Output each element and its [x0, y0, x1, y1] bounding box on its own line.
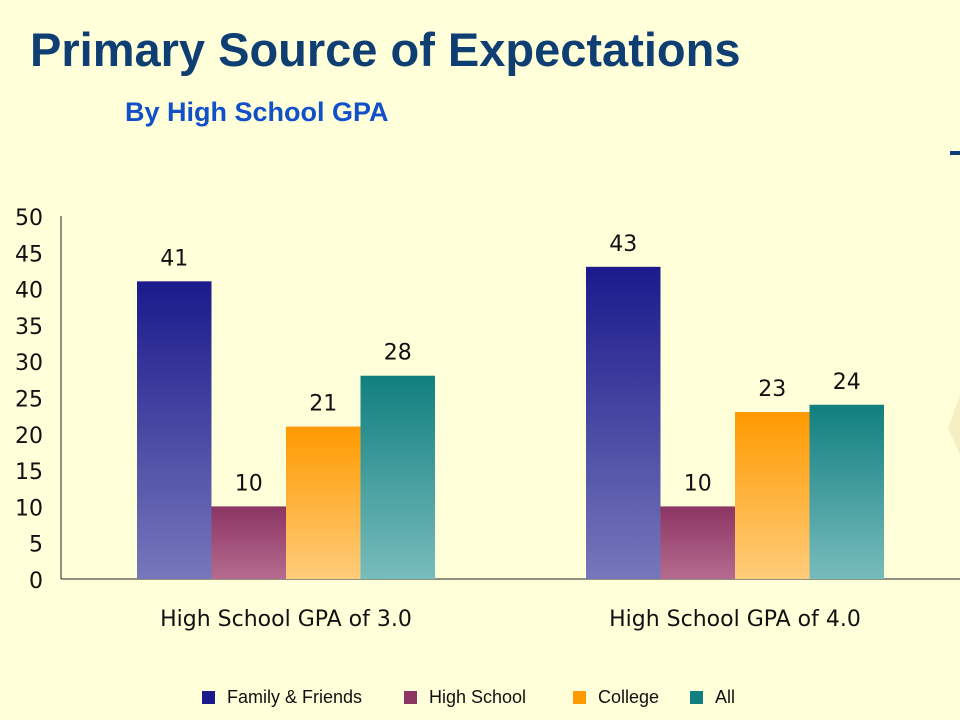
bar-4-group-2 — [809, 404, 884, 579]
bar-3-group-2 — [735, 412, 810, 579]
bar-value-label: 24 — [833, 370, 861, 395]
x-category-label: High School GPA of 3.0 — [160, 607, 412, 632]
y-tick-label: 25 — [15, 388, 43, 413]
legend-item: All — [690, 686, 735, 708]
y-tick-label: 35 — [15, 315, 43, 340]
legend-swatch — [404, 690, 417, 704]
chart-title: Primary Source of Expectations — [30, 23, 741, 76]
y-tick-label: 0 — [29, 569, 43, 594]
y-tick-label: 20 — [15, 424, 43, 449]
legend-swatch — [573, 690, 586, 704]
legend-label: College — [598, 686, 660, 707]
bar-2-group-1 — [211, 506, 286, 579]
legend-item: High School — [404, 686, 526, 708]
legend-item: Family & Friends — [202, 686, 362, 708]
chart-subtitle: By High School GPA — [125, 97, 389, 127]
legend-label: Family & Friends — [227, 686, 363, 707]
y-tick-label: 15 — [15, 460, 43, 485]
x-category-label: High School GPA of 4.0 — [609, 607, 861, 632]
legend-label: High School — [429, 686, 527, 707]
legend-swatch — [202, 690, 215, 704]
bar-value-label: 41 — [160, 246, 188, 271]
legend-label: All — [715, 686, 736, 707]
y-tick-label: 30 — [15, 351, 43, 376]
bar-value-label: 10 — [235, 471, 263, 496]
bar-value-label: 28 — [384, 341, 412, 366]
y-tick-label: 45 — [15, 242, 43, 267]
bar-1-group-2 — [586, 266, 661, 579]
y-tick-label: 5 — [29, 533, 43, 558]
bar-chart: 0 5 10 15 20 25 30 35 40 45 50 41 10 21 28 High School… — [15, 206, 960, 632]
bar-value-label: 21 — [309, 392, 337, 417]
bar-value-label: 10 — [684, 471, 712, 496]
y-tick-label: 10 — [15, 496, 43, 521]
chart-legend: Family & Friends High School College All — [0, 686, 960, 708]
bar-3-group-1 — [286, 426, 361, 579]
bar-1-group-1 — [137, 281, 212, 579]
bar-4-group-1 — [360, 375, 435, 579]
decorative-edge-mark — [950, 151, 960, 155]
bar-2-group-2 — [660, 506, 735, 579]
legend-item: College — [573, 686, 659, 708]
legend-swatch — [690, 690, 703, 704]
bar-value-label: 23 — [758, 377, 786, 402]
bar-value-label: 43 — [609, 232, 637, 257]
y-tick-label: 50 — [15, 206, 43, 231]
y-tick-label: 40 — [15, 279, 43, 304]
